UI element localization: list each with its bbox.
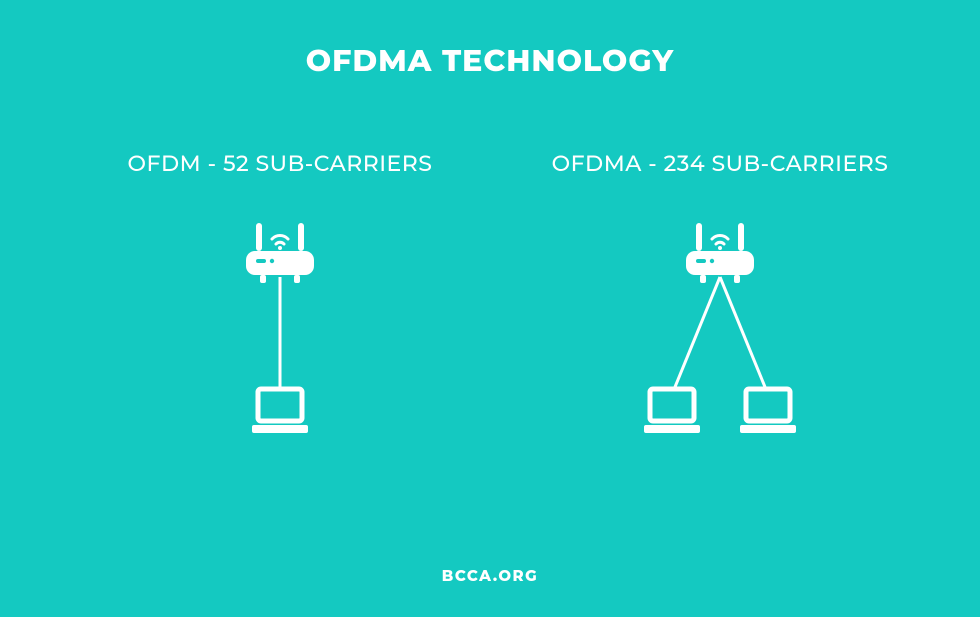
ofdma-diagram	[510, 217, 930, 477]
ofdm-label: OFDM - 52 SUB-CARRIERS	[70, 150, 490, 177]
laptop-icon	[248, 385, 312, 442]
router-icon	[678, 217, 762, 292]
laptop-icon	[640, 385, 704, 442]
ofdma-label: OFDMA - 234 SUB-CARRIERS	[510, 150, 930, 177]
ofdma-section: OFDMA - 234 SUB-CARRIERS	[510, 150, 930, 477]
laptop-icon	[736, 385, 800, 442]
ofdm-section: OFDM - 52 SUB-CARRIERS	[70, 150, 490, 477]
router-icon	[238, 217, 322, 292]
footer-attribution: BCCA.ORG	[0, 566, 980, 585]
infographic-canvas: OFDMA TECHNOLOGY OFDM - 52 SUB-CARRIERS	[0, 0, 980, 617]
main-title: OFDMA TECHNOLOGY	[0, 42, 980, 79]
ofdm-diagram	[70, 217, 490, 477]
